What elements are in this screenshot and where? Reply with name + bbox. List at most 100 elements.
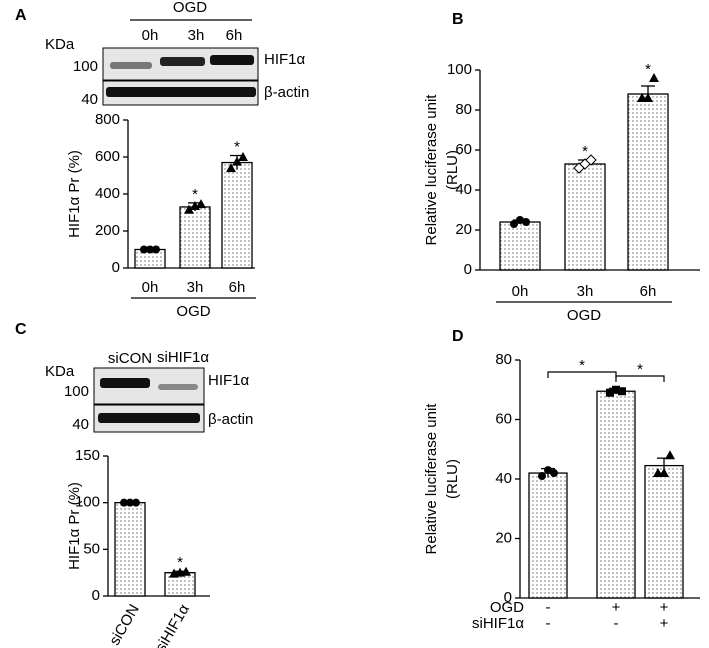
- kda: 40: [72, 416, 89, 433]
- y-axis-label: (RLU): [444, 150, 461, 190]
- x-tick-label: 6h: [640, 283, 657, 300]
- data-point: [184, 204, 194, 214]
- y-tick-label: 80: [455, 101, 472, 118]
- y-tick-label: 20: [495, 529, 512, 546]
- band: [210, 55, 254, 65]
- y-tick-label: 80: [495, 351, 512, 368]
- y-axis-label: Relative luciferase unit: [423, 403, 440, 555]
- data-point: [643, 93, 653, 102]
- protein: β-actin: [264, 84, 309, 101]
- bar: [564, 163, 606, 271]
- condition-sign: -: [546, 599, 551, 616]
- significance: *: [582, 143, 588, 160]
- data-point: [544, 466, 552, 475]
- lane-label: 3h: [188, 27, 205, 44]
- band: [100, 378, 150, 388]
- protein: HIF1α: [264, 51, 306, 68]
- band: [158, 384, 198, 390]
- panel-label: B: [452, 11, 464, 28]
- data-point: [146, 245, 154, 254]
- significance: *: [234, 138, 240, 155]
- kda-label: KDa: [45, 36, 75, 53]
- data-point: [232, 156, 242, 166]
- y-tick-label: 40: [495, 470, 512, 487]
- comparison-label: *: [637, 361, 643, 378]
- band: [160, 57, 205, 66]
- data-point: [522, 218, 530, 226]
- y-tick-label: 200: [95, 222, 120, 239]
- y-tick-label: 50: [83, 540, 100, 557]
- comparison-bracket: [615, 375, 665, 382]
- data-point: [665, 450, 675, 460]
- x-tick-label: 0h: [512, 283, 529, 300]
- data-point: [510, 220, 518, 228]
- condition-sign: +: [660, 615, 669, 632]
- data-point: [618, 387, 626, 396]
- significance: *: [177, 554, 183, 571]
- condition-label: OGD: [490, 599, 524, 616]
- data-point: [126, 498, 134, 507]
- y-tick-label: 20: [455, 221, 472, 238]
- panel-label: A: [15, 7, 27, 24]
- x-tick-label: 0h: [142, 279, 159, 296]
- y-tick-label: 600: [95, 148, 120, 165]
- band: [110, 62, 152, 69]
- y-tick-label: 0: [112, 259, 120, 276]
- y-axis-label: Relative luciferase unit: [423, 94, 440, 246]
- lane-label: 6h: [226, 27, 243, 44]
- data-point: [152, 245, 160, 254]
- lane-label: 0h: [142, 27, 159, 44]
- comparison-bracket: [547, 371, 617, 378]
- band: [98, 413, 200, 423]
- comparison-label: *: [579, 357, 585, 374]
- condition-sign: -: [546, 615, 551, 632]
- data-point: [196, 199, 206, 209]
- blot-header: OGD: [173, 0, 207, 16]
- data-point: [538, 472, 546, 481]
- data-point: [649, 73, 659, 82]
- data-point: [140, 245, 148, 254]
- condition-sign: -: [614, 615, 619, 632]
- group-label: OGD: [567, 307, 601, 324]
- x-tick-label: siCON: [106, 601, 143, 648]
- y-tick-label: 40: [455, 181, 472, 198]
- x-tick-label: 3h: [187, 279, 204, 296]
- y-axis-label: HIF1α Pr (%): [66, 150, 83, 238]
- y-axis-label: HIF1α Pr (%): [66, 482, 83, 570]
- y-tick-label: 60: [495, 410, 512, 427]
- y-tick-label: 100: [75, 494, 100, 511]
- y-tick-label: 800: [95, 111, 120, 128]
- data-point: [659, 468, 669, 478]
- data-point: [120, 498, 128, 507]
- data-point: [181, 566, 191, 576]
- y-tick-label: 150: [75, 447, 100, 464]
- y-tick-label: 0: [92, 587, 100, 604]
- condition-label: siHIF1α: [472, 615, 524, 632]
- bar: [499, 221, 541, 271]
- group-label: OGD: [176, 303, 210, 320]
- panel-label: D: [452, 328, 464, 345]
- kda: 100: [64, 383, 89, 400]
- data-point: [132, 498, 140, 507]
- data-point: [612, 385, 620, 394]
- data-point: [585, 154, 597, 166]
- bar: [596, 390, 636, 599]
- bar: [179, 206, 211, 269]
- x-tick-label: 3h: [577, 283, 594, 300]
- y-tick-label: 400: [95, 185, 120, 202]
- bar: [528, 472, 568, 599]
- protein: β-actin: [208, 411, 253, 428]
- bar: [627, 93, 669, 271]
- significance: *: [645, 61, 651, 78]
- y-axis-label: (RLU): [444, 459, 461, 499]
- panel-label: C: [15, 321, 27, 338]
- data-point: [550, 469, 558, 478]
- lane-label: siCON: [108, 350, 152, 367]
- bar: [644, 464, 684, 599]
- data-point: [226, 163, 236, 173]
- data-point: [238, 152, 248, 161]
- lane-label: siHIF1α: [157, 349, 209, 366]
- x-tick-label: 6h: [229, 279, 246, 296]
- y-tick-label: 0: [464, 261, 472, 278]
- condition-sign: +: [660, 599, 669, 616]
